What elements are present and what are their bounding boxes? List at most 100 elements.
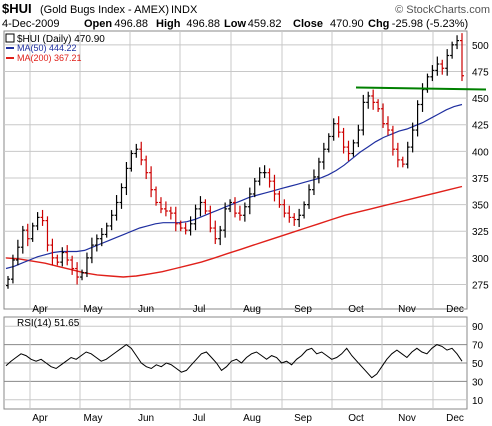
price-bar (257, 167, 262, 186)
price-bar (218, 225, 223, 246)
price-bar (89, 237, 94, 264)
price-bar (173, 206, 178, 232)
price-bar (272, 174, 277, 202)
price-bar (149, 166, 154, 198)
price-bar (50, 238, 55, 266)
price-month-label: Sep (294, 304, 312, 315)
price-month-label: Jun (138, 304, 154, 315)
price-bar (20, 225, 25, 254)
rsi-month-label: Apr (32, 413, 48, 424)
quote-high-value: 496.88 (186, 18, 220, 30)
rsi-month-label: Jun (138, 413, 154, 424)
ma50-legend: MA(50) 444.22 (17, 43, 77, 53)
price-month-label: Apr (32, 304, 48, 315)
price-bar (385, 116, 390, 136)
quote-high-label: High (156, 18, 181, 30)
price-bar (252, 177, 257, 198)
price-bar (287, 205, 292, 223)
price-bar (168, 206, 173, 220)
price-month-label: Jul (193, 304, 206, 315)
brand-watermark: © StockCharts.com (395, 4, 490, 16)
price-bar (366, 91, 371, 109)
quote-chg-value: -25.98 (-5.23%) (392, 18, 468, 30)
price-bar (321, 142, 326, 170)
price-bar (405, 141, 410, 169)
price-legend-swatch (5, 33, 15, 43)
quote-chg-label: Chg (368, 18, 389, 30)
price-bar (158, 197, 163, 214)
price-bar (198, 196, 203, 217)
price-bar (351, 139, 356, 157)
index-name: (Gold Bugs Index - AMEX) (40, 4, 169, 16)
rsi-month-label: Aug (243, 413, 261, 424)
price-bar (114, 195, 119, 221)
rsi-month-label: Nov (398, 413, 416, 424)
price-bar (381, 103, 386, 128)
price-bar (460, 33, 464, 82)
price-bar (400, 156, 405, 168)
price-bar (455, 35, 460, 50)
quote-open-value: 496.88 (114, 18, 148, 30)
rsi-tick-label: 30 (472, 377, 484, 388)
price-bar (84, 252, 89, 278)
price-bar (203, 199, 208, 215)
price-bar (35, 212, 40, 231)
price-bar (15, 239, 20, 266)
price-bar (99, 228, 104, 247)
price-bar (302, 201, 307, 219)
price-panel-frame (3, 30, 468, 310)
price-bar (267, 168, 272, 188)
price-bar (55, 254, 60, 266)
price-bar (336, 116, 341, 138)
price-bar (154, 186, 159, 206)
price-bar (445, 49, 450, 76)
price-bar (223, 202, 228, 238)
price-bar (277, 190, 282, 208)
rsi-month-label: Sep (294, 413, 312, 424)
quote-close-label: Close (293, 18, 323, 30)
price-bar (75, 262, 80, 285)
price-bar (60, 247, 65, 267)
price-bar (40, 209, 45, 226)
price-bar (134, 143, 139, 158)
price-bar (193, 204, 198, 231)
rsi-tick-label: 70 (472, 341, 484, 352)
price-tick-label: 325 (472, 227, 489, 238)
price-bar (208, 205, 213, 233)
price-bar (109, 209, 114, 231)
price-bar (65, 245, 70, 266)
price-bar (70, 255, 75, 275)
price-bar (247, 187, 252, 215)
price-bar (361, 94, 366, 136)
price-bar (80, 269, 85, 281)
rsi-line (5, 343, 463, 379)
price-tick-label: 425 (472, 121, 489, 132)
price-bar (25, 223, 30, 247)
price-bar (139, 141, 144, 166)
quote-low-value: 459.82 (248, 18, 282, 30)
ma200-legend: MA(200) 367.21 (17, 53, 82, 63)
price-bar (104, 222, 109, 238)
price-bar (331, 118, 336, 141)
price-legend: $HUI (Daily) 470.90 (17, 34, 105, 45)
price-bar (440, 59, 445, 75)
price-bar (213, 220, 218, 245)
price-bar (262, 165, 267, 178)
quote-open-label: Open (84, 18, 112, 30)
price-month-label: Aug (243, 304, 261, 315)
price-bar (282, 199, 287, 218)
price-bar (326, 133, 331, 153)
price-bar (371, 89, 376, 110)
price-y-axis: 275 300 325 350 375 400 425 450 475 500 (472, 41, 489, 292)
price-bar (124, 162, 129, 196)
price-bar (346, 140, 351, 161)
price-bar (316, 157, 321, 184)
quote-row: Open 496.88 High 496.88 Low 459.82 Close 470.90… (84, 18, 468, 30)
price-tick-label: 500 (472, 41, 489, 52)
price-bar (311, 169, 316, 196)
symbol-label: $HUI (2, 1, 32, 16)
price-month-label: Nov (398, 304, 416, 315)
rsi-month-label: Dec (446, 413, 464, 424)
price-bars (6, 33, 464, 289)
price-month-label: Dec (446, 304, 464, 315)
